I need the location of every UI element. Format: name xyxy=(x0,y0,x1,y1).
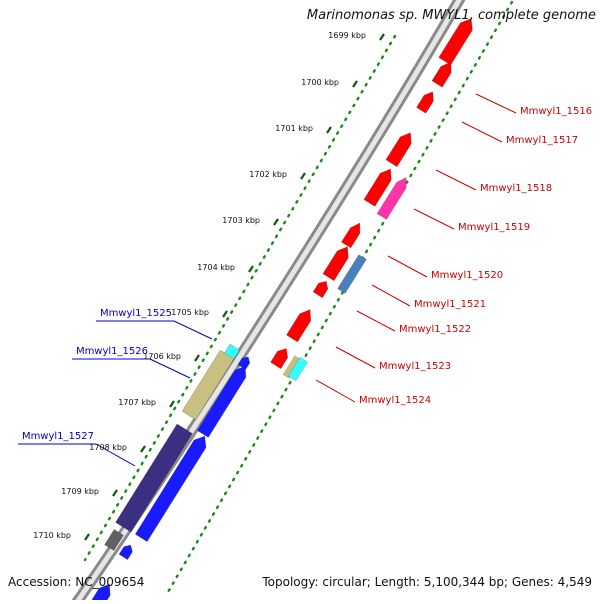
leader-line xyxy=(315,379,356,403)
tick-label: 1700 kbp xyxy=(301,78,339,87)
tick-label: 1705 kbp xyxy=(171,308,209,317)
gene-mmwyl1-1521 xyxy=(322,246,349,282)
outer-ring-dotted xyxy=(166,0,514,594)
leader-line xyxy=(173,320,213,340)
gene-label-mmwyl1-1527[interactable]: Mmwyl1_1527 xyxy=(21,431,94,442)
accession-text: Accession: NC_009654 xyxy=(8,575,145,589)
gene-mmwyl1-1523b xyxy=(270,348,289,370)
gene-mmwyl1-1527 xyxy=(115,423,193,533)
tick-label: 1701 kbp xyxy=(275,124,313,133)
map-title: Marinomonas sp. MWYL1, complete genome xyxy=(306,8,596,23)
gene-mmwyl1-1517b xyxy=(416,91,434,114)
tick-mark xyxy=(273,218,279,226)
gene-mmwyl1-1523 xyxy=(286,309,312,343)
gene-label-mmwyl1-1519[interactable]: Mmwyl1_1519 xyxy=(458,222,531,233)
gene-label-mmwyl1-1522[interactable]: Mmwyl1_1522 xyxy=(399,324,472,335)
gene-mmwyl1-1526 xyxy=(181,349,235,421)
tick-label: 1709 kbp xyxy=(61,487,99,496)
gene-mmwyl1-1526b xyxy=(196,365,247,438)
tick-label: 1703 kbp xyxy=(222,216,260,225)
gene-mmwyl1-1527b xyxy=(134,435,207,543)
gene-mmwyl1-1518b xyxy=(363,168,392,207)
tick-mark xyxy=(84,533,90,541)
gene-label-mmwyl1-1517[interactable]: Mmwyl1_1517 xyxy=(506,135,579,146)
gene-blue-small xyxy=(118,544,133,561)
tick-mark xyxy=(194,354,200,362)
gene-mmwyl1-1521b xyxy=(337,254,367,294)
tick-label: 1699 kbp xyxy=(328,31,366,40)
tick-mark xyxy=(248,265,254,273)
leader-line xyxy=(413,208,455,230)
leader-line xyxy=(435,169,477,191)
leader-line xyxy=(149,358,191,379)
leader-line xyxy=(95,443,136,467)
tick-mark xyxy=(379,33,385,41)
gene-label-mmwyl1-1516[interactable]: Mmwyl1_1516 xyxy=(520,106,593,117)
leader-line xyxy=(387,255,428,278)
gene-label-mmwyl1-1526[interactable]: Mmwyl1_1526 xyxy=(75,346,148,357)
leader-line xyxy=(335,346,376,369)
leader-line xyxy=(461,121,503,143)
tick-mark xyxy=(352,80,358,88)
gene-label-mmwyl1-1518[interactable]: Mmwyl1_1518 xyxy=(480,183,553,194)
gene-label-mmwyl1-1521[interactable]: Mmwyl1_1521 xyxy=(414,299,487,310)
gene-label-mmwyl1-1524[interactable]: Mmwyl1_1524 xyxy=(359,395,432,406)
tick-mark xyxy=(222,310,228,318)
tick-label: 1707 kbp xyxy=(118,398,156,407)
leader-line xyxy=(475,93,517,114)
gene-label-mmwyl1-1520[interactable]: Mmwyl1_1520 xyxy=(431,270,504,281)
leader-line xyxy=(356,310,396,332)
leader-line xyxy=(371,284,411,307)
tick-mark xyxy=(112,489,118,497)
gene-blue-bottom xyxy=(88,583,111,604)
gene-mmwyl1-1519 xyxy=(376,177,407,220)
tick-mark xyxy=(326,126,332,134)
tick-label: 1702 kbp xyxy=(249,170,287,179)
tick-label: 1708 kbp xyxy=(89,443,127,452)
gene-mmwyl1-1522 xyxy=(312,280,329,299)
gene-mmwyl1-1524b xyxy=(287,356,309,382)
tick-label: 1710 kbp xyxy=(33,531,71,540)
tick-label: 1706 kbp xyxy=(143,352,181,361)
gene-mmwyl1-1520 xyxy=(340,222,361,249)
tick-mark xyxy=(300,172,306,180)
genome-summary-text: Topology: circular; Length: 5,100,344 bp… xyxy=(262,575,592,589)
gene-label-mmwyl1-1523[interactable]: Mmwyl1_1523 xyxy=(379,361,452,372)
tick-label: 1704 kbp xyxy=(197,263,235,272)
tick-mark xyxy=(140,445,146,453)
gene-mmwyl1-1517 xyxy=(431,61,452,88)
gene-label-mmwyl1-1525[interactable]: Mmwyl1_1525 xyxy=(99,308,172,319)
gene-mmwyl1-1518 xyxy=(385,132,412,168)
tick-mark xyxy=(169,400,175,408)
gene-gray xyxy=(104,529,124,551)
tick-ring-dotted xyxy=(83,34,397,562)
